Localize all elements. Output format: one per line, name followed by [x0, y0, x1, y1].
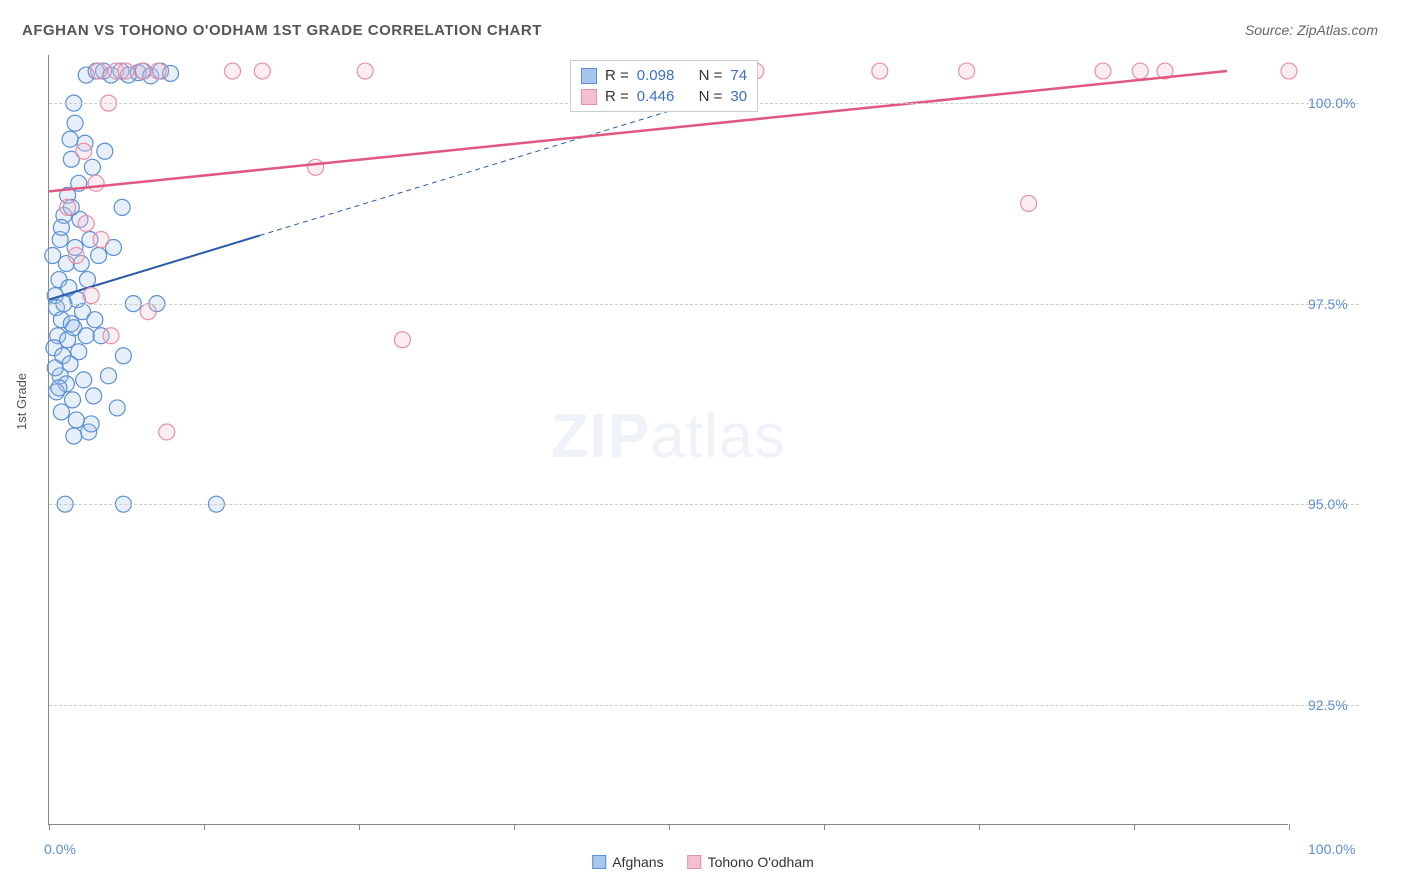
grid-line — [49, 504, 1359, 505]
data-point — [91, 248, 107, 264]
data-point — [1021, 195, 1037, 211]
data-point — [150, 63, 166, 79]
data-point — [60, 199, 76, 215]
x-tick — [1289, 824, 1290, 830]
data-point — [71, 344, 87, 360]
data-point — [66, 428, 82, 444]
grid-line — [49, 304, 1359, 305]
data-point — [87, 312, 103, 328]
stats-swatch — [581, 89, 597, 105]
y-tick-label: 95.0% — [1308, 496, 1368, 512]
data-point — [1095, 63, 1111, 79]
stats-r-label: R = — [605, 67, 629, 84]
data-point — [79, 272, 95, 288]
data-point — [78, 215, 94, 231]
x-tick-label-max: 100.0% — [1308, 841, 1355, 857]
stats-r-label: R = — [605, 88, 629, 105]
x-tick — [669, 824, 670, 830]
x-tick-label-min: 0.0% — [44, 841, 76, 857]
data-point — [47, 360, 63, 376]
stats-n-value: 74 — [730, 67, 747, 84]
legend-item: Afghans — [592, 854, 663, 870]
data-point — [140, 304, 156, 320]
stats-n-label: N = — [699, 88, 723, 105]
stats-n-value: 30 — [730, 88, 747, 105]
stats-n-label: N = — [699, 67, 723, 84]
data-point — [88, 175, 104, 191]
data-point — [76, 372, 92, 388]
plot-area: ZIPatlas — [48, 55, 1288, 825]
x-tick — [204, 824, 205, 830]
data-point — [308, 159, 324, 175]
data-point — [51, 380, 67, 396]
data-point — [53, 404, 69, 420]
data-point — [67, 115, 83, 131]
x-tick — [359, 824, 360, 830]
data-point — [1132, 63, 1148, 79]
data-point — [68, 412, 84, 428]
y-tick-label: 92.5% — [1308, 697, 1368, 713]
data-point — [93, 231, 109, 247]
y-tick-label: 100.0% — [1308, 95, 1368, 111]
legend-label: Tohono O'odham — [708, 854, 814, 870]
legend-swatch — [688, 855, 702, 869]
chart-container: AFGHAN VS TOHONO O'ODHAM 1ST GRADE CORRE… — [0, 0, 1406, 892]
legend-bottom: Afghans Tohono O'odham — [592, 854, 814, 870]
data-point — [91, 63, 107, 79]
data-point — [959, 63, 975, 79]
data-point — [115, 348, 131, 364]
data-point — [134, 63, 150, 79]
scatter-plot-svg — [49, 55, 1288, 824]
data-point — [357, 63, 373, 79]
data-point — [76, 143, 92, 159]
data-point — [78, 328, 94, 344]
stats-row: R = 0.446 N = 30 — [581, 86, 747, 107]
data-point — [86, 388, 102, 404]
source-label: Source: ZipAtlas.com — [1245, 22, 1378, 38]
stats-row: R = 0.098 N = 74 — [581, 65, 747, 86]
y-tick-label: 97.5% — [1308, 296, 1368, 312]
x-tick — [514, 824, 515, 830]
x-tick — [824, 824, 825, 830]
data-point — [83, 416, 99, 432]
data-point — [114, 199, 130, 215]
x-tick — [979, 824, 980, 830]
data-point — [118, 63, 134, 79]
data-point — [83, 288, 99, 304]
data-point — [872, 63, 888, 79]
stats-r-value: 0.446 — [637, 88, 675, 105]
y-axis-label: 1st Grade — [14, 373, 29, 430]
legend-item: Tohono O'odham — [688, 854, 814, 870]
stats-swatch — [581, 68, 597, 84]
data-point — [53, 219, 69, 235]
legend-swatch — [592, 855, 606, 869]
data-point — [68, 248, 84, 264]
legend-label: Afghans — [612, 854, 663, 870]
data-point — [225, 63, 241, 79]
grid-line — [49, 705, 1359, 706]
data-point — [1281, 63, 1297, 79]
data-point — [97, 143, 113, 159]
data-point — [394, 332, 410, 348]
data-point — [254, 63, 270, 79]
x-tick — [1134, 824, 1135, 830]
data-point — [62, 131, 78, 147]
correlation-stats-box: R = 0.098 N = 74 R = 0.446 N = 30 — [570, 60, 758, 112]
data-point — [84, 159, 100, 175]
data-point — [109, 400, 125, 416]
stats-r-value: 0.098 — [637, 67, 675, 84]
chart-title: AFGHAN VS TOHONO O'ODHAM 1ST GRADE CORRE… — [22, 22, 542, 39]
x-tick — [49, 824, 50, 830]
data-point — [45, 248, 61, 264]
data-point — [101, 368, 117, 384]
data-point — [103, 328, 119, 344]
data-point — [159, 424, 175, 440]
